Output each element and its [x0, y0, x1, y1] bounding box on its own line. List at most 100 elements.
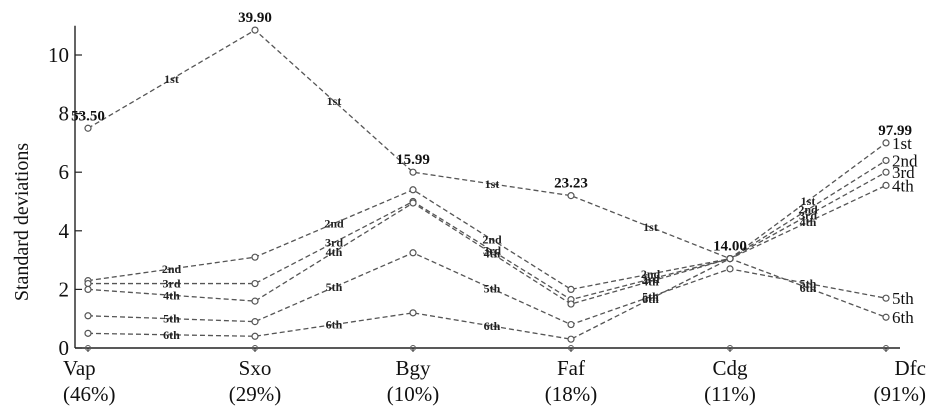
data-point-2nd [882, 156, 890, 165]
data-point-6th [882, 313, 890, 321]
data-point-1st [567, 192, 575, 200]
y-tick-label: 2 [59, 277, 70, 301]
data-point-2nd [567, 285, 575, 293]
x-tick-pct: (11%) [704, 382, 756, 406]
x-axis-point [85, 345, 91, 351]
top-value-label: 97.99 [878, 123, 912, 139]
x-tick-pct: (91%) [874, 382, 926, 406]
segment-label: 4th [326, 245, 343, 259]
segment-label: 6th [326, 318, 343, 332]
segment-label: 1st [801, 194, 816, 208]
end-label-1st: 1st [892, 134, 912, 153]
end-label-2nd: 2nd [892, 151, 918, 170]
top-value-label: 39.90 [238, 10, 272, 26]
data-point-3rd [882, 168, 890, 176]
x-tick-label: Bgy [395, 356, 431, 380]
series-lines [87, 29, 887, 340]
end-label-6th: 6th [892, 308, 914, 327]
data-point-5th [409, 249, 417, 257]
top-value-label: 23.23 [554, 176, 588, 192]
segment-label: 3rd [799, 208, 817, 222]
x-tick-label: Dfc [895, 356, 926, 380]
data-point-2nd [251, 253, 259, 261]
x-tick-pct: (18%) [545, 382, 597, 406]
segment-label: 2nd [482, 233, 502, 247]
x-tick-pct: (46%) [63, 382, 115, 406]
x-axis-point [252, 345, 258, 351]
data-point-1st [84, 124, 92, 132]
segment-label: 6th [484, 319, 501, 333]
data-point-6th [409, 309, 417, 317]
top-value-labels: 53.50 39.90 15.99 23.23 14.00 97.99 [71, 10, 912, 255]
data-point-2nd [409, 186, 417, 194]
segment-labels: 1st1st1st1st1st2nd2nd2nd2nd2nd3rd3rd3rd3… [162, 72, 818, 342]
x-axis-point [727, 345, 733, 351]
x-axis-point [883, 345, 889, 351]
x-tick-label: Vap [63, 356, 96, 380]
data-point-1st [251, 26, 259, 34]
x-tick-label: Cdg [712, 356, 748, 380]
data-point-4th [409, 199, 417, 207]
y-tick-label: 0 [59, 336, 70, 360]
series-line-3rd [88, 171, 887, 301]
segment-label: 2nd [324, 216, 344, 230]
data-point-5th [726, 265, 734, 273]
segment-label: 5th [163, 312, 180, 326]
segment-label: 1st [643, 220, 658, 234]
series-points [84, 26, 890, 343]
data-point-5th [251, 318, 259, 326]
data-point-6th [567, 335, 575, 343]
top-value-label: 53.50 [71, 108, 105, 124]
end-label-5th: 5th [892, 289, 914, 308]
data-point-6th [726, 255, 734, 263]
y-tick-label: 6 [59, 160, 70, 184]
series-line-2nd [87, 159, 887, 291]
end-label-4th: 4th [892, 176, 914, 195]
data-point-6th [251, 332, 259, 340]
data-point-5th [882, 294, 890, 302]
x-tick-label: Faf [557, 356, 585, 380]
data-point-6th [84, 329, 92, 337]
x-axis-point [410, 345, 416, 351]
segment-label: 3rd [163, 277, 181, 291]
segment-label: 2nd [798, 203, 818, 217]
series-line-6th [87, 257, 887, 340]
segment-label: 1st [485, 177, 500, 191]
data-point-1st [882, 139, 890, 147]
segment-label: 6th [642, 292, 659, 306]
y-tick-label: 4 [59, 219, 70, 243]
x-tick-pct: (29%) [229, 382, 281, 406]
segment-label: 3rd [483, 244, 501, 258]
segment-label: 5th [484, 282, 501, 296]
data-point-1st [409, 168, 417, 176]
segment-label: 5th [800, 277, 817, 291]
segment-label: 4th [800, 215, 817, 229]
data-point-4th [882, 181, 890, 189]
segment-label: 4th [163, 288, 180, 302]
segment-label: 1st [164, 72, 179, 86]
segment-label: 6th [800, 281, 817, 295]
axes: 0 2 4 6 8 10 Vap(46%) Sxo(29%) Bgy(10%) Faf(18%) C… [48, 25, 926, 406]
y-axis-title: Standard deviations [11, 143, 33, 302]
data-point-3rd [251, 279, 259, 288]
x-axis-point [568, 345, 574, 351]
segment-label: 4th [484, 247, 501, 261]
y-tick-label: 10 [48, 43, 69, 67]
series-line-1st [87, 29, 887, 260]
x-tick-pct: (10%) [387, 382, 439, 406]
segment-label: 4th [642, 274, 659, 288]
top-value-label: 14.00 [713, 239, 747, 255]
segment-label: 5th [642, 290, 659, 304]
x-tick-label: Sxo [239, 356, 272, 380]
data-point-3rd [84, 279, 92, 288]
segment-label: 3rd [642, 272, 660, 286]
top-value-label: 15.99 [396, 152, 430, 168]
segment-label: 6th [163, 328, 180, 342]
series-line-5th [87, 252, 887, 326]
segment-label: 5th [326, 280, 343, 294]
segment-label: 2nd [162, 262, 182, 276]
y-tick-label: 8 [59, 102, 70, 126]
end-label-3rd: 3rd [892, 163, 915, 182]
